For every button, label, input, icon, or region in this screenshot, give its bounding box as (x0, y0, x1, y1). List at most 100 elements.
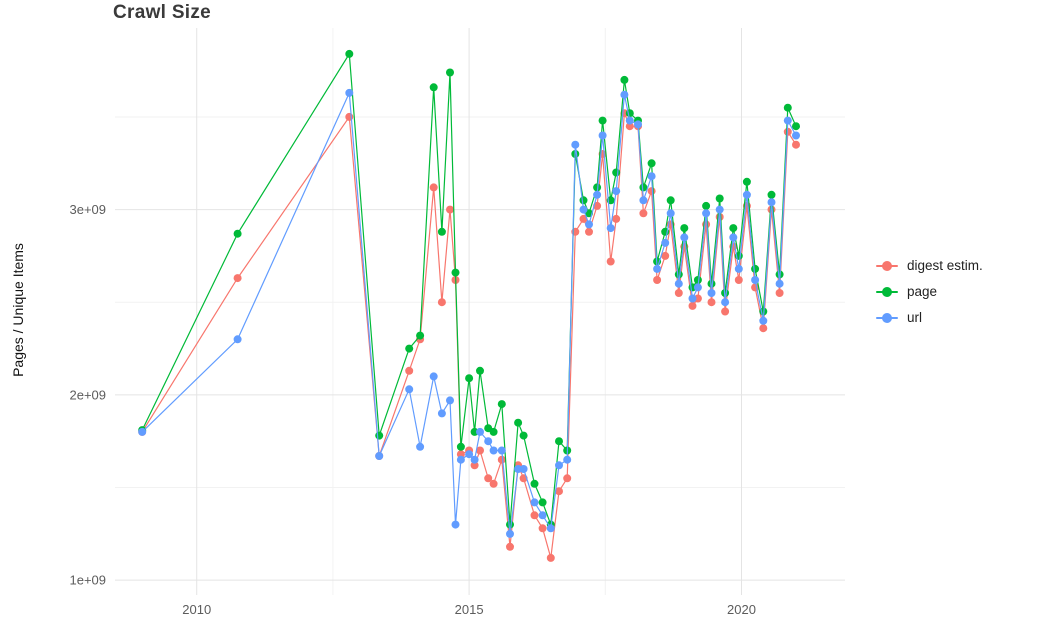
data-point-url (451, 520, 460, 529)
legend-item-url: url (876, 310, 983, 325)
data-point-url (612, 187, 621, 196)
data-point-digestestim (476, 446, 484, 455)
data-point-url (751, 276, 760, 284)
data-point-url (546, 524, 555, 533)
data-point-url (497, 446, 506, 455)
data-point-digestestim (233, 274, 242, 283)
legend-item-digest: digest estim. (876, 258, 983, 273)
data-point-page (729, 224, 738, 233)
data-point-page (579, 196, 588, 205)
data-point-digestestim (759, 324, 768, 333)
data-point-page (489, 427, 498, 436)
data-point-digestestim (489, 479, 498, 488)
data-point-page (666, 196, 675, 205)
data-point-page (620, 75, 629, 84)
data-point-url (702, 209, 711, 218)
data-point-digestestim (734, 276, 743, 284)
data-point-url (429, 372, 438, 381)
data-point-page (456, 442, 465, 451)
data-point-page (598, 116, 607, 125)
data-point-digestestim (497, 455, 506, 464)
data-point-page (375, 431, 384, 440)
data-point-url (233, 335, 242, 344)
data-point-url (555, 461, 563, 470)
data-point-url (375, 452, 384, 460)
data-point-url (606, 224, 615, 233)
data-point-url (715, 205, 724, 214)
data-point-digestestim (721, 307, 730, 316)
data-point-url (783, 116, 792, 125)
data-point-digestestim (405, 366, 414, 375)
data-point-page (674, 270, 683, 279)
data-point-url (585, 220, 593, 229)
data-point-url (721, 298, 730, 307)
data-point-url (476, 427, 484, 436)
data-point-digestestim (792, 140, 800, 149)
data-point-digestestim (456, 450, 465, 459)
data-point-digestestim (647, 187, 656, 196)
x-tick-label: 2020 (727, 602, 756, 617)
y-tick-label: 3e+09 (69, 202, 106, 217)
data-point-page (742, 177, 751, 186)
data-point-page (345, 49, 354, 58)
data-point-digestestim (555, 487, 563, 496)
data-point-url (470, 455, 479, 464)
data-point-digestestim (585, 227, 593, 236)
data-point-digestestim (674, 289, 683, 297)
data-point-digestestim (530, 511, 539, 520)
data-point-url (742, 190, 751, 199)
data-point-page (405, 344, 414, 353)
data-point-url (620, 90, 629, 99)
page-series-key-icon (876, 286, 898, 298)
data-point-page (792, 122, 800, 131)
data-point-digestestim (484, 474, 493, 483)
data-point-url (625, 116, 634, 125)
data-point-digestestim (612, 214, 621, 223)
data-point-url (446, 396, 454, 405)
data-point-digestestim (538, 524, 547, 533)
legend-label-url: url (907, 310, 923, 325)
data-point-page (751, 264, 760, 273)
data-point-url (345, 88, 354, 97)
data-point-url (456, 455, 465, 464)
data-point-page (465, 374, 474, 383)
data-point-url (563, 455, 572, 464)
data-point-url (416, 442, 425, 451)
data-point-url (593, 190, 602, 199)
legend: digest estim. page url (876, 258, 983, 325)
data-point-url (514, 465, 523, 473)
data-point-url (734, 264, 743, 273)
data-point-url (693, 283, 702, 292)
data-point-digestestim (688, 301, 697, 310)
data-point-page (680, 224, 689, 233)
data-point-digestestim (661, 251, 670, 260)
data-point-url (437, 409, 446, 418)
data-point-page (783, 103, 792, 112)
data-point-url (647, 172, 656, 181)
data-point-url (571, 140, 580, 149)
data-point-page (530, 479, 539, 488)
data-point-digestestim (546, 553, 555, 562)
data-point-url (666, 209, 675, 218)
data-point-page (506, 520, 514, 529)
data-point-digestestim (437, 298, 446, 307)
data-point-digestestim (563, 474, 572, 483)
data-point-url (465, 450, 474, 459)
data-point-url (653, 264, 662, 273)
url-series-key-icon (876, 312, 898, 324)
data-point-page (707, 279, 716, 288)
data-point-page (233, 229, 242, 238)
data-point-url (484, 437, 493, 446)
data-point-url (661, 238, 670, 247)
data-point-digestestim (506, 542, 514, 551)
data-point-page (429, 83, 438, 92)
data-point-digestestim (625, 122, 634, 131)
data-point-page (538, 498, 547, 507)
data-point-url (767, 198, 776, 207)
data-point-url (519, 465, 528, 473)
data-point-url (792, 131, 800, 140)
legend-item-page: page (876, 284, 983, 299)
data-point-digestestim (579, 214, 588, 223)
